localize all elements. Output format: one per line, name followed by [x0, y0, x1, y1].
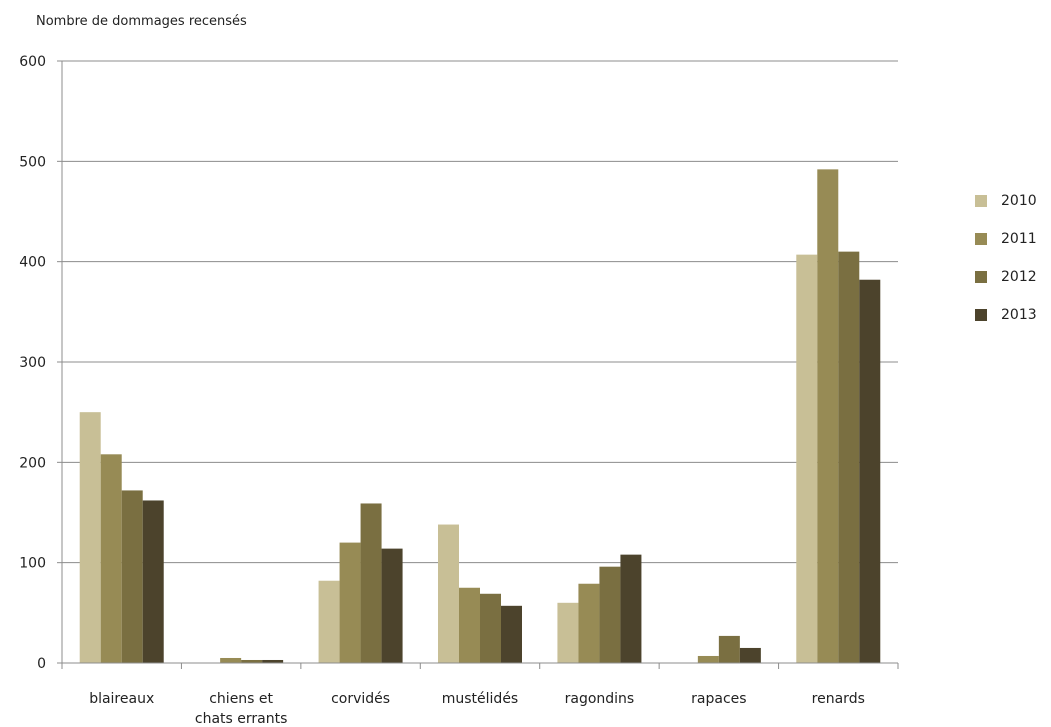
gridlines: [62, 60, 898, 564]
axes: [57, 60, 899, 669]
bar: [318, 580, 340, 663]
bar: [459, 587, 480, 663]
bar: [599, 566, 621, 663]
legend-label: 2010: [1001, 193, 1037, 209]
bar: [381, 548, 403, 663]
bar: [697, 655, 719, 663]
legend: 2010 2011 2012 2013: [975, 188, 1037, 340]
bar: [739, 647, 761, 663]
bar: [100, 454, 122, 663]
x-tick-label: ragondins: [565, 691, 635, 707]
bar: [142, 500, 164, 663]
bar: [480, 593, 501, 663]
legend-label: 2011: [1001, 231, 1037, 247]
y-tick-label: 300: [19, 355, 46, 371]
legend-swatch: [975, 271, 987, 283]
legend-swatch: [975, 195, 987, 207]
bar: [79, 412, 101, 663]
legend-swatch: [975, 233, 987, 245]
bar: [220, 657, 242, 663]
x-tick-label: mustélidés: [442, 691, 518, 707]
bar: [859, 279, 881, 663]
bar: [620, 554, 642, 663]
bar: [339, 542, 361, 663]
x-tick-labels: blaireaux chiens et chats errants corvidés m…: [89, 691, 865, 727]
x-tick-label: chiens et chats errants: [195, 691, 288, 727]
bar: [557, 602, 579, 663]
bar: [262, 659, 284, 663]
bar: [838, 251, 860, 663]
y-tick-label: 100: [19, 556, 46, 572]
bars: [79, 169, 881, 664]
legend-item: 2010: [975, 188, 1037, 214]
y-tick-label: 0: [37, 656, 46, 672]
x-tick-label: corvidés: [331, 691, 390, 707]
y-tick-label: 400: [19, 255, 46, 271]
bar: [360, 503, 382, 663]
bar: [817, 169, 839, 664]
y-tick-label: 600: [19, 54, 46, 70]
bar: [718, 635, 740, 663]
legend-item: 2011: [975, 226, 1037, 252]
legend-item: 2013: [975, 302, 1037, 328]
bar: [438, 524, 459, 663]
x-tick-label: blaireaux: [89, 691, 154, 707]
bar: [121, 490, 143, 663]
x-tick-label: rapaces: [691, 691, 746, 707]
x-tick-label: renards: [812, 691, 865, 707]
legend-label: 2012: [1001, 269, 1037, 285]
y-tick-labels: 0 100 200 300 400 500 600: [19, 54, 46, 672]
legend-item: 2012: [975, 264, 1037, 290]
y-tick-label: 200: [19, 455, 46, 471]
bar: [578, 583, 600, 663]
bar: [501, 605, 522, 663]
y-axis-title: Nombre de dommages recensés: [36, 14, 247, 29]
y-tick-label: 500: [19, 154, 46, 170]
legend-label: 2013: [1001, 307, 1037, 323]
legend-swatch: [975, 309, 987, 321]
bar: [241, 659, 263, 663]
bar: [796, 254, 818, 664]
